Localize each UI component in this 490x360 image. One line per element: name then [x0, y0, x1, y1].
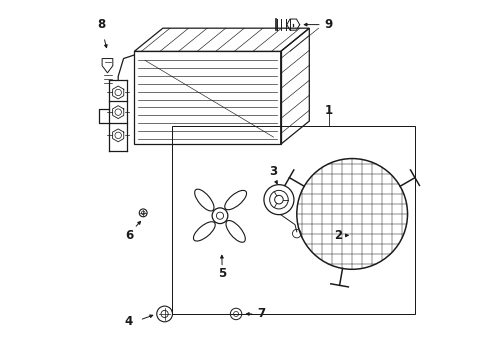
Text: 8: 8 [98, 18, 105, 31]
Text: 5: 5 [219, 267, 226, 280]
Text: 9: 9 [325, 18, 333, 31]
Text: 4: 4 [125, 315, 133, 328]
Text: 3: 3 [269, 165, 277, 177]
Text: 6: 6 [125, 229, 133, 242]
Text: 1: 1 [325, 104, 333, 117]
Text: 7: 7 [257, 307, 265, 320]
Text: 2: 2 [335, 229, 343, 242]
